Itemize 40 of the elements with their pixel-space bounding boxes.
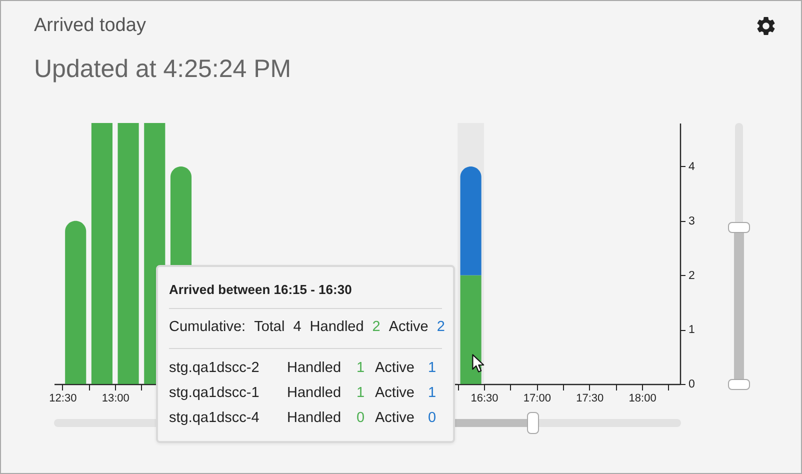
- text: Handled: [287, 360, 342, 376]
- data-label: 1: [356, 360, 366, 376]
- data-label: 0: [356, 410, 366, 426]
- category-label: stg.qa1dscc-4: [169, 410, 260, 426]
- bar: [91, 123, 112, 384]
- bar: [118, 123, 139, 384]
- annotation: :: [242, 319, 246, 335]
- x-tick-label: 18:00: [628, 392, 656, 404]
- text: Active: [388, 319, 428, 335]
- text: Active: [375, 360, 414, 376]
- x-tick-label: 17:00: [523, 392, 551, 404]
- y-tick-label: 0: [688, 378, 695, 390]
- category-label: Cumulative: [169, 319, 242, 335]
- chart-subtitle: Updated at 4:25:24 PM: [34, 54, 292, 82]
- y-tick-label: 1: [688, 324, 695, 336]
- text: Active: [375, 410, 414, 426]
- x-tick-label: 12:30: [49, 392, 77, 404]
- category-label: stg.qa1dscc-1: [169, 385, 260, 401]
- data-label: 2: [436, 319, 445, 335]
- text: Handled: [310, 319, 364, 335]
- chart-title: Arrived today: [34, 14, 146, 36]
- data-label: 1: [428, 360, 436, 376]
- series-label: Handled: [287, 410, 342, 426]
- text: Handled: [287, 385, 342, 401]
- text: Arrived between 16:15 - 16:30: [169, 282, 352, 296]
- y-tick-label: 2: [688, 270, 695, 282]
- text: Active: [375, 385, 414, 401]
- text: 4: [293, 319, 302, 335]
- annotation: Total: [254, 319, 285, 335]
- x-tick-label: 17:30: [576, 392, 604, 404]
- y-tick-label: 4: [688, 161, 696, 173]
- data-label: 1: [356, 385, 366, 401]
- data-label: 2: [372, 319, 380, 335]
- data-label: 1: [428, 385, 436, 401]
- x-tick-label: 16:30: [470, 392, 498, 404]
- data-label: 0: [428, 410, 436, 426]
- bar: [65, 220, 86, 384]
- x-tick-label: 13:00: [102, 392, 130, 404]
- category-label: stg.qa1dscc-2: [169, 360, 260, 376]
- y-tick-label: 3: [688, 215, 695, 228]
